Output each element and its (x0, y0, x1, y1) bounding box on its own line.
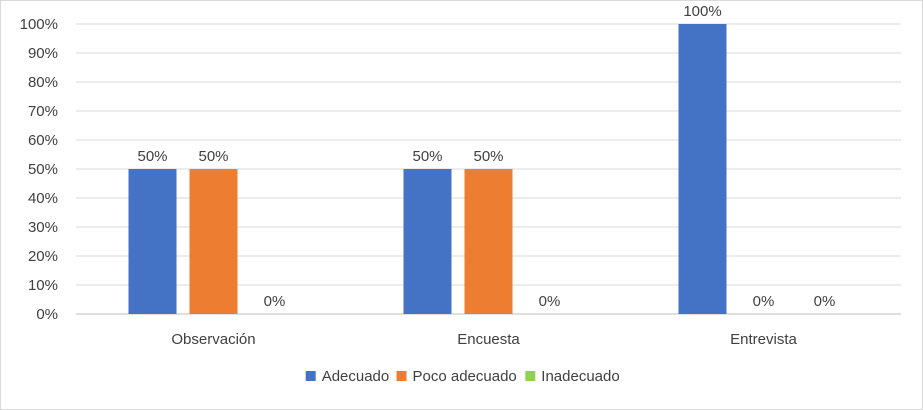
y-tick-label: 0% (36, 306, 58, 323)
legend-label: Poco adecuado (413, 368, 517, 385)
legend-swatch (305, 371, 316, 381)
category-label: Observación (171, 331, 255, 348)
legend-label: Adecuado (322, 368, 390, 385)
legend-swatch (396, 371, 407, 381)
y-axis-tick-labels: 0% 10% 20% 30% 40% 50% 60% 70% 80% 90% 100% (20, 16, 58, 323)
legend-swatch (525, 371, 536, 381)
legend-item: Adecuado (305, 368, 390, 385)
bars (128, 24, 727, 314)
legend: Adecuado Poco adecuado Inadecuado (305, 368, 620, 385)
data-label: 50% (137, 148, 167, 165)
data-labels: 50% 50% 0% 50% 50% 0% 100% 0% 0% (137, 3, 835, 310)
y-tick-label: 20% (28, 248, 58, 265)
y-tick-label: 10% (28, 277, 58, 294)
category-label: Entrevista (730, 331, 797, 348)
y-tick-label: 70% (28, 103, 58, 120)
y-tick-label: 90% (28, 45, 58, 62)
bar-adecuado (678, 24, 727, 314)
data-label: 50% (412, 148, 442, 165)
bar-poco-adecuado (189, 169, 238, 314)
data-label: 50% (473, 148, 503, 165)
bar-adecuado (128, 169, 177, 314)
x-axis-category-labels: Observación Encuesta Entrevista (171, 331, 797, 348)
data-label: 100% (683, 3, 721, 20)
y-tick-label: 80% (28, 74, 58, 91)
y-tick-label: 40% (28, 190, 58, 207)
bar-poco-adecuado (464, 169, 513, 314)
legend-item: Poco adecuado (396, 368, 517, 385)
category-label: Encuesta (457, 331, 520, 348)
y-tick-label: 60% (28, 132, 58, 149)
legend-label: Inadecuado (541, 368, 619, 385)
bar-adecuado (403, 169, 452, 314)
data-label: 50% (198, 148, 228, 165)
y-tick-label: 50% (28, 161, 58, 178)
data-label: 0% (814, 293, 836, 310)
data-label: 0% (264, 293, 286, 310)
data-label: 0% (753, 293, 775, 310)
y-tick-label: 30% (28, 219, 58, 236)
data-label: 0% (539, 293, 561, 310)
y-tick-label: 100% (20, 16, 58, 33)
legend-item: Inadecuado (525, 368, 620, 385)
